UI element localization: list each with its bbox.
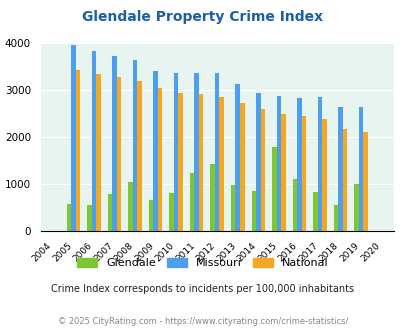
Bar — [194, 73, 198, 231]
Bar — [117, 77, 121, 231]
Bar — [271, 147, 276, 231]
Bar — [71, 45, 75, 231]
Text: Crime Index corresponds to incidents per 100,000 inhabitants: Crime Index corresponds to incidents per… — [51, 284, 354, 294]
Bar — [153, 71, 158, 231]
Bar — [75, 70, 80, 231]
Bar — [235, 84, 239, 231]
Bar — [342, 129, 346, 231]
Legend: Glendale, Missouri, National: Glendale, Missouri, National — [73, 253, 332, 273]
Bar — [337, 107, 342, 231]
Bar — [210, 164, 214, 231]
Bar — [112, 56, 117, 231]
Bar — [276, 96, 280, 231]
Bar — [137, 81, 141, 231]
Bar — [128, 182, 132, 231]
Bar — [149, 200, 153, 231]
Text: © 2025 CityRating.com - https://www.cityrating.com/crime-statistics/: © 2025 CityRating.com - https://www.city… — [58, 317, 347, 326]
Bar — [230, 185, 235, 231]
Bar — [132, 60, 137, 231]
Bar — [292, 179, 296, 231]
Bar — [239, 103, 244, 231]
Bar — [214, 73, 219, 231]
Bar — [66, 204, 71, 231]
Bar — [219, 96, 224, 231]
Bar — [158, 88, 162, 231]
Bar — [312, 192, 317, 231]
Bar — [353, 184, 358, 231]
Bar — [169, 193, 173, 231]
Bar — [96, 74, 100, 231]
Bar — [173, 73, 178, 231]
Bar — [198, 94, 203, 231]
Bar — [178, 93, 183, 231]
Bar — [362, 132, 367, 231]
Text: Glendale Property Crime Index: Glendale Property Crime Index — [82, 10, 323, 24]
Bar — [321, 119, 326, 231]
Bar — [280, 114, 285, 231]
Bar — [296, 98, 301, 231]
Bar — [92, 51, 96, 231]
Bar — [333, 205, 337, 231]
Bar — [317, 97, 321, 231]
Bar — [87, 205, 92, 231]
Bar — [107, 194, 112, 231]
Bar — [301, 116, 305, 231]
Bar — [190, 173, 194, 231]
Bar — [260, 109, 264, 231]
Bar — [358, 107, 362, 231]
Bar — [256, 93, 260, 231]
Bar — [251, 190, 256, 231]
